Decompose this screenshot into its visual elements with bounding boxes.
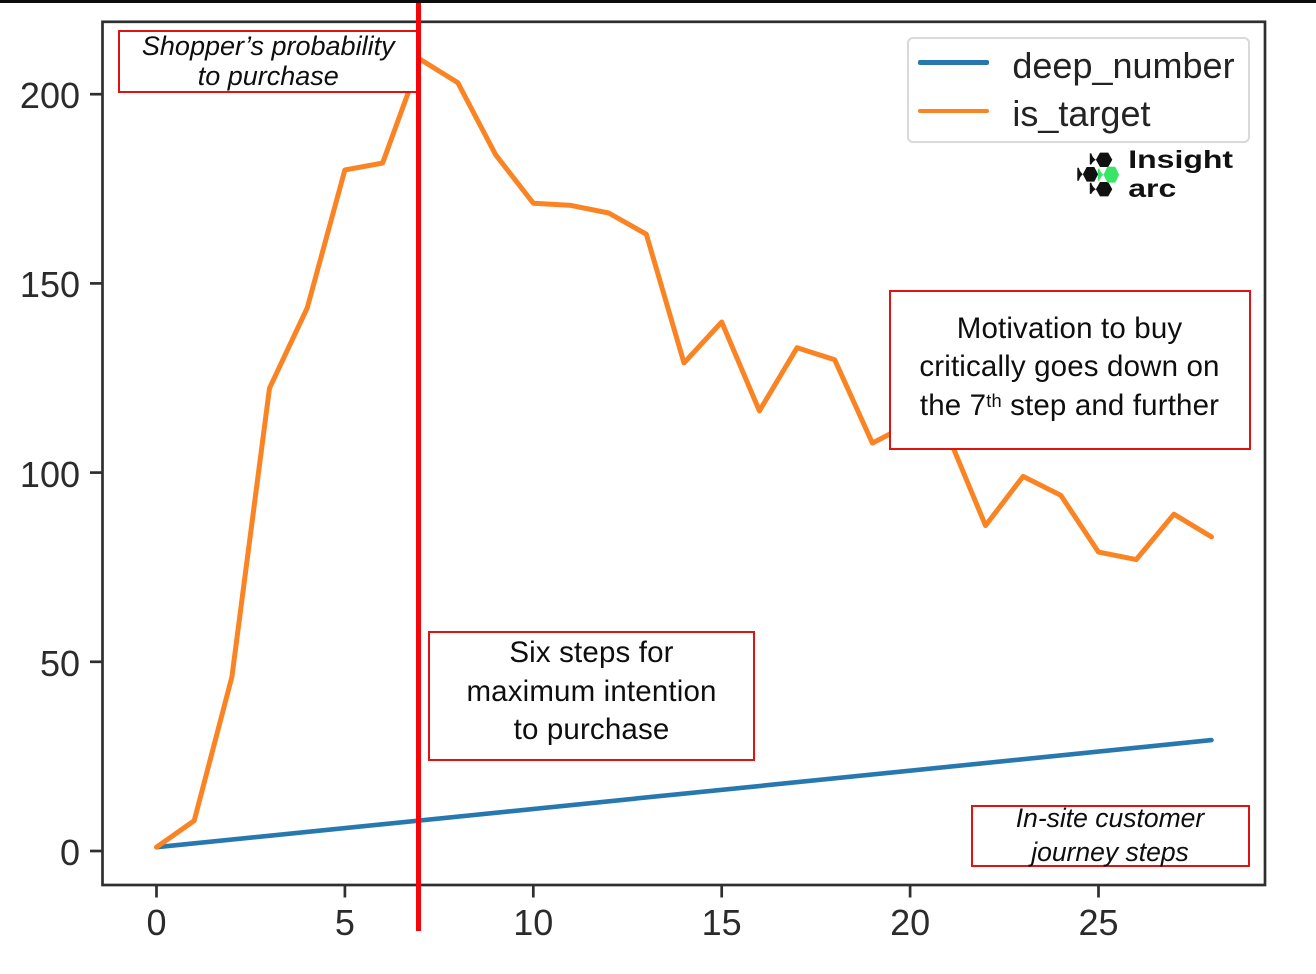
svg-text:arc: arc [1128, 175, 1176, 203]
svg-text:Insight: Insight [1128, 147, 1233, 174]
